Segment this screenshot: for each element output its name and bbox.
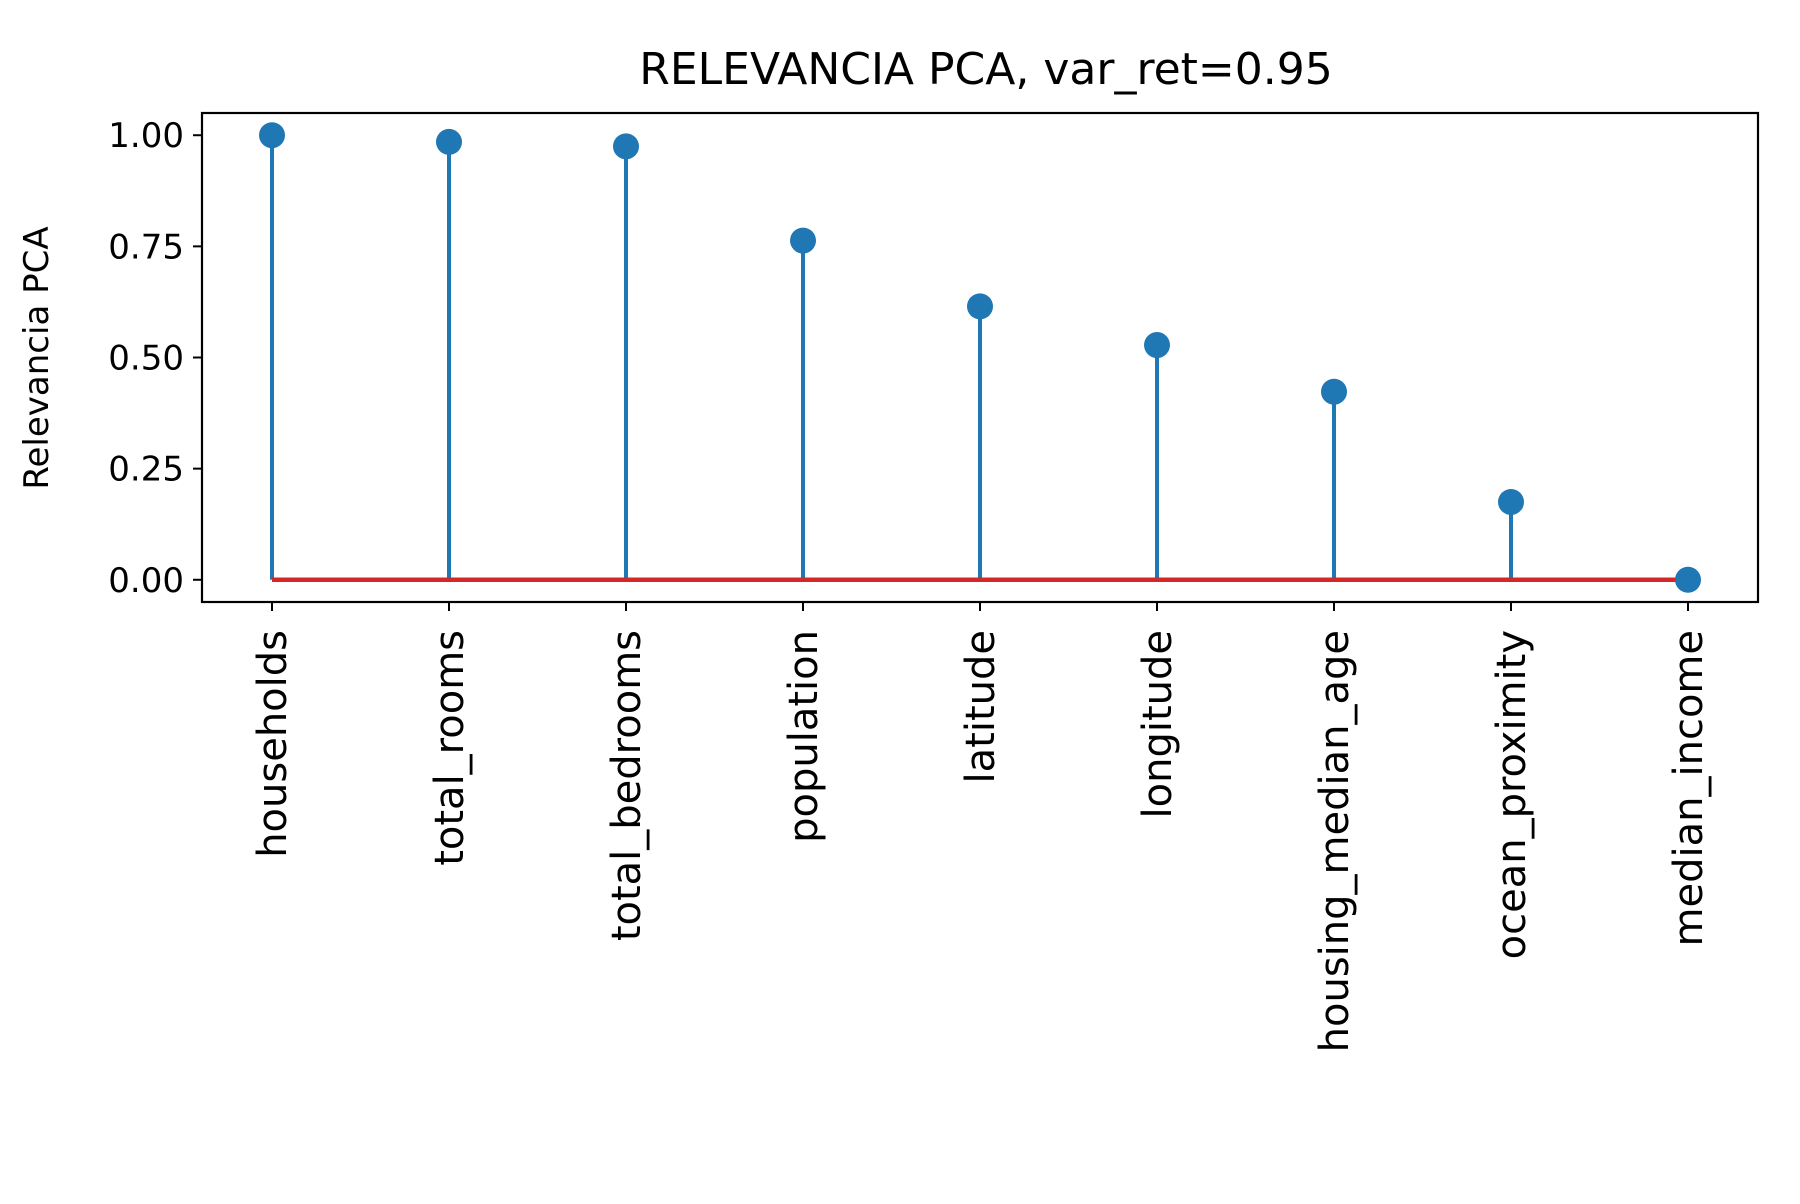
x-tick-label: housing_median_age (1312, 630, 1358, 1052)
x-tick-label: longitude (1135, 630, 1181, 818)
stem-marker (1321, 378, 1347, 405)
stem-marker (259, 122, 285, 149)
x-tick-label: households (250, 630, 296, 858)
y-tick-label: 0.25 (108, 450, 184, 490)
y-tick-label: 0.50 (108, 339, 184, 379)
y-tick-label: 0.00 (108, 561, 184, 601)
x-tick-label: population (781, 630, 827, 843)
plot-marks: 0.00 0.25 0.50 0.75 1.00 households total_room… (108, 116, 1712, 1052)
y-axis-label: Relevancia PCA (17, 226, 57, 489)
x-tick-label: median_income (1666, 630, 1712, 946)
stem-marker (613, 133, 639, 160)
stem-marker (436, 128, 462, 155)
x-tick-label: ocean_proximity (1489, 630, 1535, 959)
x-tick-label: latitude (958, 630, 1004, 783)
chart-title: RELEVANCIA PCA, var_ret=0.95 (639, 44, 1332, 95)
stem-marker (1498, 488, 1524, 515)
stem-marker (1675, 566, 1701, 593)
plot-frame (200, 111, 1760, 604)
stem-marker (967, 293, 993, 320)
y-tick-label: 0.75 (108, 227, 184, 267)
stem-marker (1144, 332, 1170, 359)
x-tick-label: total_rooms (427, 630, 473, 866)
y-tick-label: 1.00 (108, 116, 184, 156)
x-tick-label: total_bedrooms (604, 630, 650, 941)
stem-marker (790, 227, 816, 254)
